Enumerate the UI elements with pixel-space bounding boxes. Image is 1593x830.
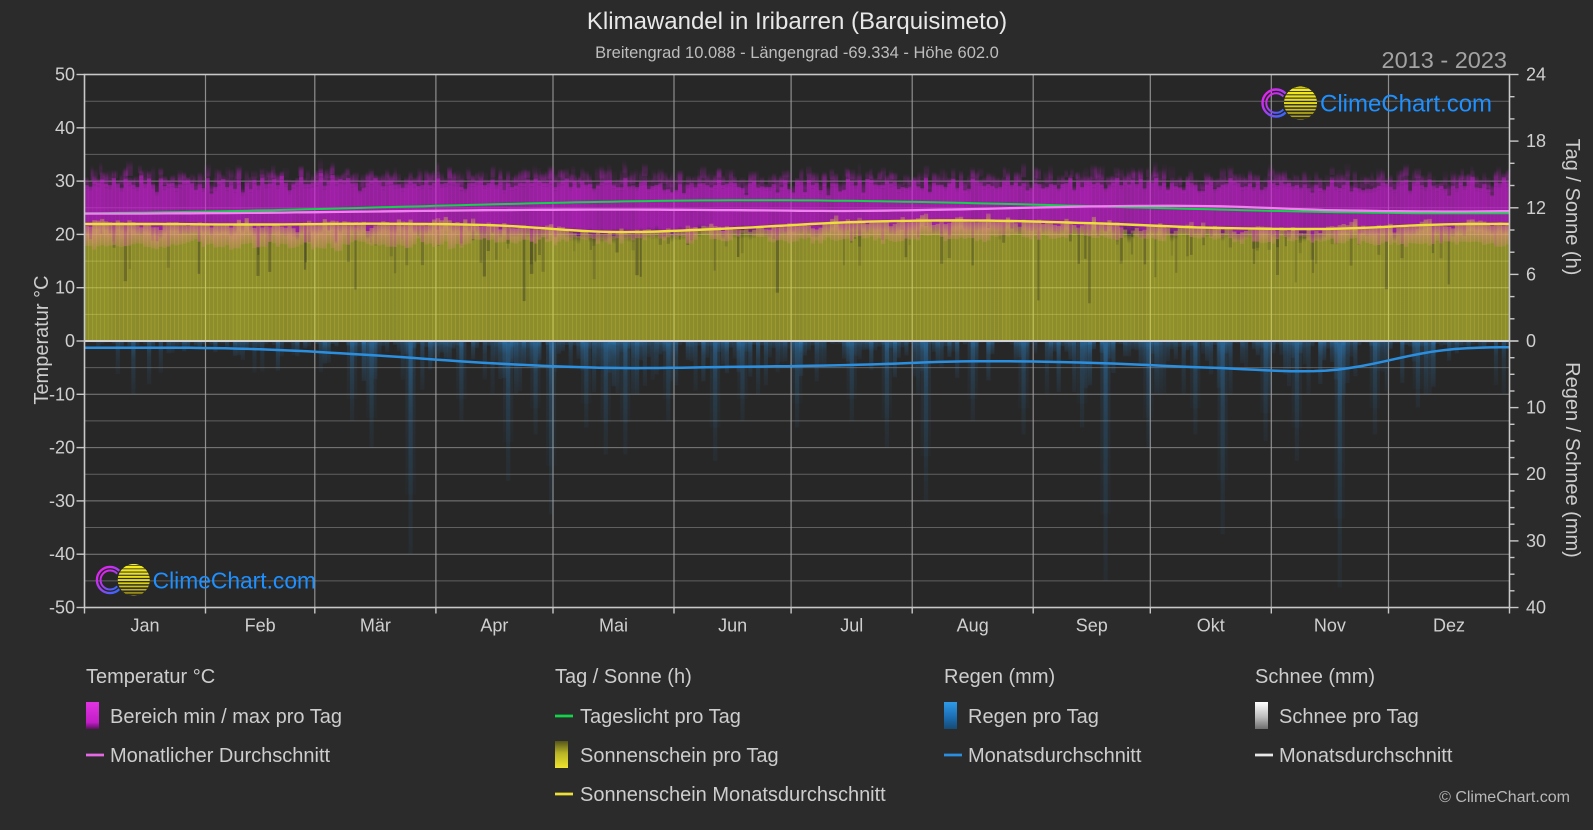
svg-text:Sonnenschein Monatsdurchschnit: Sonnenschein Monatsdurchschnitt bbox=[580, 784, 886, 806]
svg-text:Schnee pro Tag: Schnee pro Tag bbox=[1279, 706, 1419, 728]
svg-text:ClimeChart.com: ClimeChart.com bbox=[1320, 91, 1492, 118]
svg-text:40: 40 bbox=[55, 118, 75, 138]
svg-text:Jun: Jun bbox=[718, 616, 747, 636]
svg-text:-40: -40 bbox=[49, 544, 75, 564]
svg-text:6: 6 bbox=[1526, 264, 1536, 284]
svg-text:Monatsdurchschnitt: Monatsdurchschnitt bbox=[968, 745, 1142, 767]
svg-text:50: 50 bbox=[55, 65, 75, 85]
svg-text:Mai: Mai bbox=[599, 616, 628, 636]
svg-text:Monatsdurchschnitt: Monatsdurchschnitt bbox=[1279, 745, 1453, 767]
svg-text:Temperatur °C: Temperatur °C bbox=[86, 666, 215, 688]
svg-text:Apr: Apr bbox=[480, 616, 508, 636]
svg-text:Feb: Feb bbox=[245, 616, 276, 636]
svg-text:-20: -20 bbox=[49, 438, 75, 458]
svg-text:Bereich min / max pro Tag: Bereich min / max pro Tag bbox=[110, 706, 342, 728]
svg-text:Klimawandel in Iribarren (Barq: Klimawandel in Iribarren (Barquisimeto) bbox=[587, 8, 1007, 35]
svg-text:2013 - 2023: 2013 - 2023 bbox=[1382, 47, 1507, 73]
svg-text:© ClimeChart.com: © ClimeChart.com bbox=[1439, 789, 1570, 806]
svg-text:12: 12 bbox=[1526, 198, 1546, 218]
svg-text:Temperatur °C: Temperatur °C bbox=[31, 275, 53, 404]
svg-text:10: 10 bbox=[55, 278, 75, 298]
svg-text:0: 0 bbox=[65, 331, 75, 351]
svg-text:Aug: Aug bbox=[957, 616, 989, 636]
svg-text:Regen pro Tag: Regen pro Tag bbox=[968, 706, 1099, 728]
svg-text:Monatlicher Durchschnitt: Monatlicher Durchschnitt bbox=[110, 745, 331, 767]
svg-text:Regen (mm): Regen (mm) bbox=[944, 666, 1055, 688]
svg-text:0: 0 bbox=[1526, 331, 1536, 351]
svg-text:24: 24 bbox=[1526, 65, 1546, 85]
svg-text:Dez: Dez bbox=[1433, 616, 1465, 636]
svg-text:Okt: Okt bbox=[1197, 616, 1225, 636]
svg-text:Regen / Schnee (mm): Regen / Schnee (mm) bbox=[1561, 362, 1583, 558]
svg-text:20: 20 bbox=[1526, 464, 1546, 484]
svg-text:Jul: Jul bbox=[840, 616, 863, 636]
svg-text:20: 20 bbox=[55, 224, 75, 244]
svg-text:Tag / Sonne (h): Tag / Sonne (h) bbox=[555, 666, 692, 688]
svg-text:Sep: Sep bbox=[1076, 616, 1108, 636]
svg-text:Tag / Sonne (h): Tag / Sonne (h) bbox=[1561, 139, 1583, 276]
svg-text:-30: -30 bbox=[49, 491, 75, 511]
svg-text:ClimeChart.com: ClimeChart.com bbox=[153, 567, 316, 593]
svg-text:Sonnenschein pro Tag: Sonnenschein pro Tag bbox=[580, 745, 779, 767]
svg-text:Schnee (mm): Schnee (mm) bbox=[1255, 666, 1375, 688]
svg-text:Jan: Jan bbox=[130, 616, 159, 636]
svg-text:Nov: Nov bbox=[1314, 616, 1346, 636]
svg-text:Mär: Mär bbox=[360, 616, 391, 636]
svg-text:-50: -50 bbox=[49, 598, 75, 618]
svg-text:40: 40 bbox=[1526, 598, 1546, 618]
svg-text:18: 18 bbox=[1526, 131, 1546, 151]
svg-text:Tageslicht pro Tag: Tageslicht pro Tag bbox=[580, 706, 741, 728]
svg-text:Breitengrad 10.088 - Längengra: Breitengrad 10.088 - Längengrad -69.334 … bbox=[595, 44, 999, 62]
svg-text:30: 30 bbox=[55, 171, 75, 191]
svg-text:30: 30 bbox=[1526, 531, 1546, 551]
svg-text:10: 10 bbox=[1526, 398, 1546, 418]
